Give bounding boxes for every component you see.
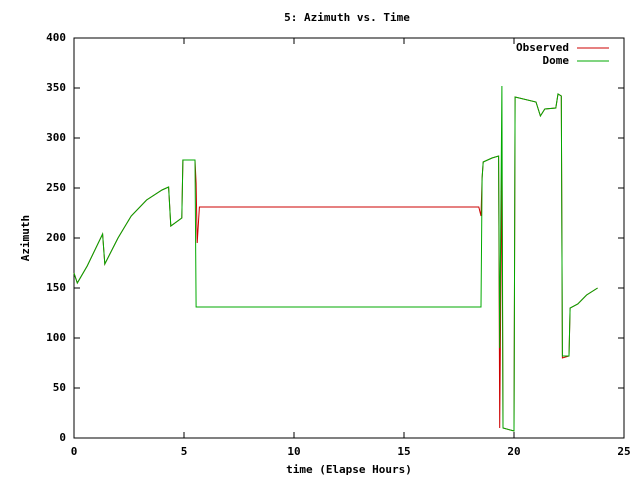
y-tick-label: 150 (46, 281, 66, 294)
x-tick-label: 20 (507, 445, 520, 458)
chart-title: 5: Azimuth vs. Time (284, 11, 410, 24)
y-tick-label: 300 (46, 131, 66, 144)
y-tick-label: 0 (59, 431, 66, 444)
series-line (73, 85, 598, 432)
y-axis-label: Azimuth (19, 215, 32, 261)
x-tick-label: 5 (181, 445, 188, 458)
y-tick-label: 100 (46, 331, 66, 344)
legend-label: Dome (543, 54, 570, 67)
x-tick-label: 25 (617, 445, 630, 458)
y-tick-label: 200 (46, 231, 66, 244)
x-axis-label: time (Elapse Hours) (286, 463, 412, 476)
y-tick-label: 250 (46, 181, 66, 194)
x-tick-label: 15 (397, 445, 410, 458)
x-tick-label: 10 (287, 445, 300, 458)
y-tick-label: 350 (46, 81, 66, 94)
x-tick-label: 0 (71, 445, 78, 458)
y-tick-label: 50 (53, 381, 66, 394)
y-tick-label: 400 (46, 31, 66, 44)
legend-label: Observed (516, 41, 569, 54)
